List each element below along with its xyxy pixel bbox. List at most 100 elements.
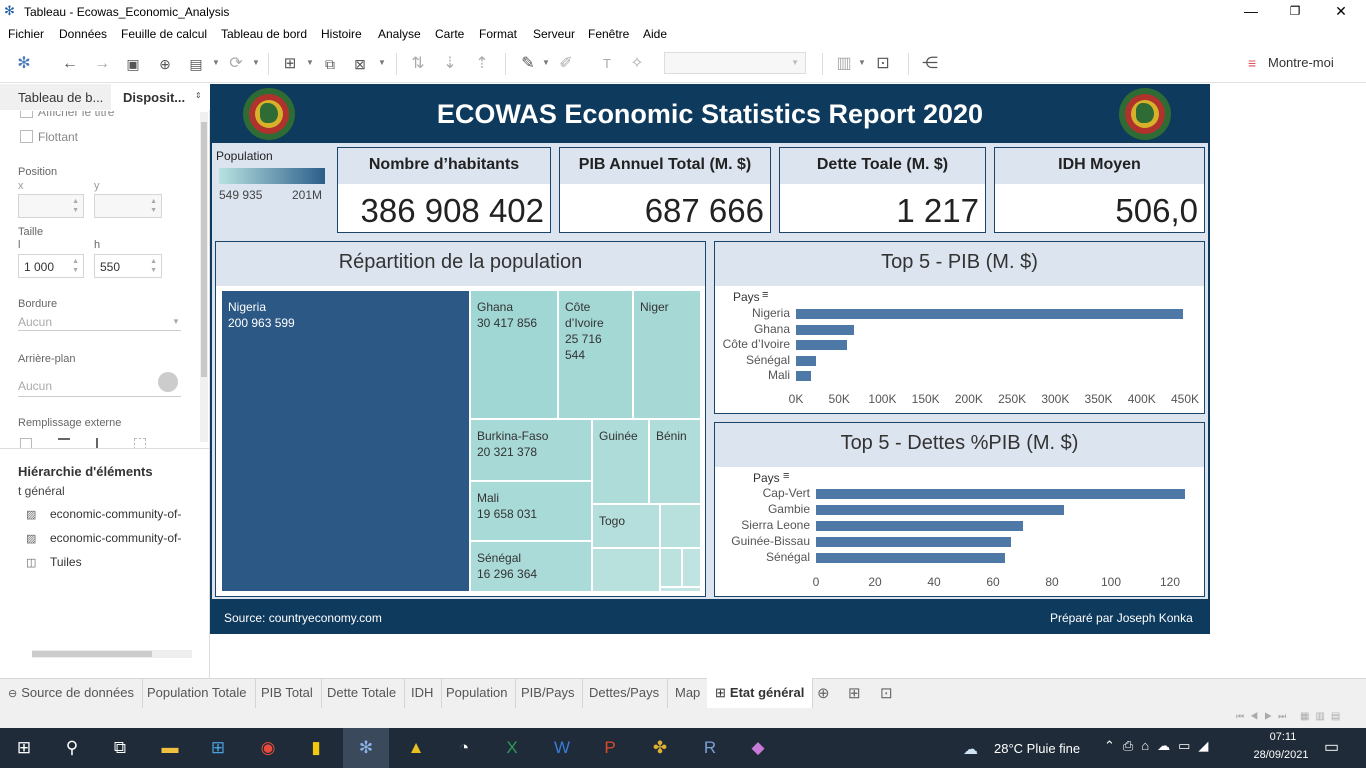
tab-pib-total[interactable]: PIB Total: [253, 678, 322, 708]
item-hierarchy-root[interactable]: t général: [18, 484, 65, 498]
system-tray-icons[interactable]: ⌃⎙⌂☁▭◢: [1104, 738, 1217, 753]
color-swatch[interactable]: [158, 372, 178, 392]
menu-serveur[interactable]: Serveur: [533, 27, 576, 41]
menu-histoire[interactable]: Histoire: [321, 27, 362, 41]
treemap-cell-senegal[interactable]: Sénégal 16 296 364: [470, 541, 592, 592]
redo-icon[interactable]: →: [94, 55, 110, 72]
pin-icon[interactable]: ✧: [630, 55, 644, 72]
menu-feuille-de-calcul[interactable]: Feuille de calcul: [121, 27, 208, 41]
kpi-hdi[interactable]: IDH Moyen 506,0: [994, 147, 1205, 233]
power-bi-icon[interactable]: ▮: [311, 738, 321, 757]
scrollbar-thumb[interactable]: [201, 122, 207, 377]
scrollbar-thumb[interactable]: [32, 651, 152, 657]
tab-population[interactable]: Population: [438, 678, 517, 708]
bar[interactable]: [796, 340, 847, 350]
panel-scrollbar[interactable]: [200, 112, 208, 442]
save-icon[interactable]: ▣: [126, 56, 140, 72]
x-input[interactable]: ▲ ▼: [18, 194, 84, 218]
bar[interactable]: [796, 371, 812, 381]
task-view-icon[interactable]: ⧉: [113, 738, 127, 757]
treemap-cell[interactable]: [660, 587, 701, 592]
bar[interactable]: [816, 537, 1011, 547]
new-story-icon[interactable]: ⊡: [880, 685, 893, 702]
menu-fichier[interactable]: Fichier: [8, 27, 45, 41]
chevron-down-icon[interactable]: ▼: [858, 58, 866, 67]
new-worksheet-icon[interactable]: ⊕: [817, 685, 830, 702]
treemap-cell[interactable]: [660, 548, 682, 587]
treemap-cell-togo[interactable]: Togo: [592, 504, 660, 548]
menu-tableau-de-bord[interactable]: Tableau de bord: [221, 27, 308, 41]
swap-icon[interactable]: ⇅: [411, 55, 425, 72]
chevron-down-icon[interactable]: ▼: [252, 58, 260, 67]
bar[interactable]: [816, 489, 1185, 499]
hierarchy-item[interactable]: ▨ economic-community-of-: [26, 507, 182, 521]
weather-icon[interactable]: ☁: [963, 741, 978, 758]
population-color-legend[interactable]: [219, 168, 325, 184]
show-me-button[interactable]: Montre-moi: [1268, 55, 1334, 70]
bar[interactable]: [816, 521, 1023, 531]
presentation-icon[interactable]: ⊡: [876, 55, 890, 72]
search-icon[interactable]: ⚲: [65, 738, 79, 757]
chevron-down-icon[interactable]: ▼: [542, 58, 550, 67]
kpi-population[interactable]: Nombre d’habitants 386 908 402: [337, 147, 551, 233]
tab-menu-icon[interactable]: ⇕: [195, 91, 202, 100]
bar[interactable]: [816, 553, 1005, 563]
height-input[interactable]: 550 ▲ ▼: [94, 254, 162, 278]
treemap-cell[interactable]: [660, 504, 701, 548]
tab-map[interactable]: Map: [667, 678, 710, 708]
tab-etat-general[interactable]: ⊞ Etat général: [707, 678, 814, 708]
view-mode-icon[interactable]: ▦▥▤: [1300, 711, 1347, 722]
border-select[interactable]: Aucun: [18, 315, 53, 329]
undo-icon[interactable]: ←: [62, 55, 78, 72]
excel-icon[interactable]: X: [506, 738, 518, 757]
tab-data-source[interactable]: ⊖ Source de données: [0, 678, 143, 708]
menu-donnees[interactable]: Données: [59, 27, 108, 41]
sort-icon[interactable]: ≡: [762, 289, 769, 301]
minimize-button[interactable]: —: [1244, 3, 1258, 19]
show-cards-icon[interactable]: ▥: [836, 55, 852, 72]
background-select[interactable]: Aucun: [18, 379, 53, 393]
tab-idh[interactable]: IDH: [403, 678, 443, 708]
pause-updates-icon[interactable]: ▤: [189, 56, 203, 72]
weather-text[interactable]: 28°C Pluie fine: [994, 741, 1081, 756]
padding-all-icon[interactable]: [20, 438, 32, 448]
powerpoint-icon[interactable]: P: [604, 738, 616, 757]
refresh-icon[interactable]: ⟳: [229, 55, 243, 72]
menu-fenetre[interactable]: Fenêtre: [588, 27, 630, 41]
padding-top-icon[interactable]: [58, 438, 70, 448]
sort-descending-icon[interactable]: ⇡: [475, 55, 489, 72]
git-icon[interactable]: ◆: [751, 738, 765, 757]
tab-dette-totale[interactable]: Dette Totale: [319, 678, 406, 708]
treemap-cell-cote-divoire[interactable]: Côte d’Ivoire 25 716 544: [558, 290, 633, 419]
floating-checkbox[interactable]: [20, 130, 33, 143]
treemap-cell-burkina-faso[interactable]: Burkina-Faso 20 321 378: [470, 419, 592, 481]
hierarchy-item[interactable]: ◫ Tuiles: [26, 555, 82, 569]
treemap-cell-niger[interactable]: Niger: [633, 290, 701, 419]
hierarchy-scrollbar[interactable]: [32, 650, 192, 658]
close-button[interactable]: ✕: [1335, 3, 1347, 19]
tableau-logo-icon[interactable]: ✻: [17, 55, 31, 72]
kpi-gdp[interactable]: PIB Annuel Total (M. $) 687 666: [559, 147, 771, 233]
treemap-cell-guinee[interactable]: Guinée: [592, 419, 649, 504]
chrome-icon[interactable]: ◉: [260, 738, 276, 757]
tableau-taskbar-icon[interactable]: ✻: [358, 738, 374, 757]
padding-none-icon[interactable]: [134, 438, 146, 448]
y-input[interactable]: ▲ ▼: [94, 194, 162, 218]
chevron-down-icon[interactable]: ▼: [378, 58, 386, 67]
r-icon[interactable]: R: [703, 738, 717, 757]
notification-icon[interactable]: ▭: [1324, 739, 1340, 756]
store-icon[interactable]: ⊞: [210, 738, 226, 757]
menu-carte[interactable]: Carte: [435, 27, 465, 41]
kpi-debt[interactable]: Dette Toale (M. $) 1 217: [779, 147, 986, 233]
clear-sheet-icon[interactable]: ⊠: [354, 56, 366, 72]
bar[interactable]: [796, 355, 817, 366]
tab-layout[interactable]: Disposit...: [111, 84, 210, 110]
treemap-cell-nigeria[interactable]: Nigeria 200 963 599: [221, 290, 470, 592]
treemap-cell[interactable]: [682, 548, 701, 587]
paperclip-icon[interactable]: ✐: [559, 55, 573, 72]
menu-analyse[interactable]: Analyse: [378, 27, 421, 41]
treemap-cell-ghana[interactable]: Ghana 30 417 856: [470, 290, 558, 419]
sort-ascending-icon[interactable]: ⇣: [443, 55, 457, 72]
slack-icon[interactable]: ✤: [652, 738, 668, 757]
treemap-cell[interactable]: [592, 548, 660, 592]
